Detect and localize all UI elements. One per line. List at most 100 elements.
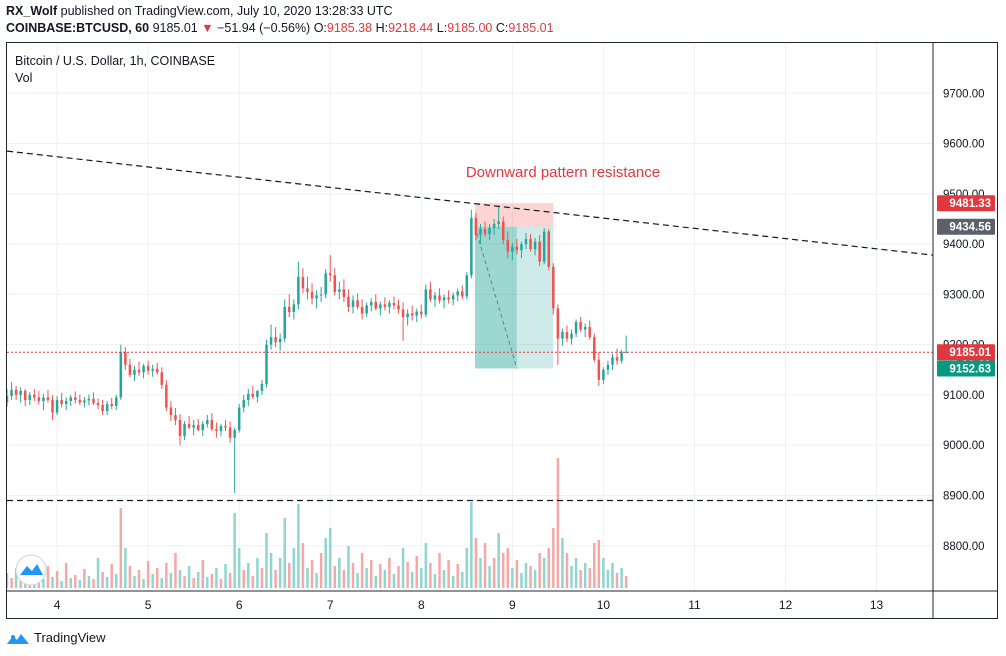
candle-body — [288, 306, 291, 312]
volume-bar — [615, 573, 619, 588]
candle-body — [406, 313, 409, 317]
candle-body — [620, 352, 623, 361]
candle-body — [178, 420, 182, 437]
volume-bar — [201, 560, 205, 588]
candle-body — [87, 398, 91, 401]
candle-body — [433, 295, 437, 300]
candle-body — [51, 399, 54, 413]
y-tick-label: 9700.00 — [943, 88, 985, 100]
volume-bar — [228, 573, 232, 588]
candle-body — [256, 390, 259, 397]
volume-bar — [55, 571, 59, 588]
x-tick-label: 11 — [688, 598, 701, 612]
volume-bar — [392, 574, 396, 588]
candle-body — [556, 308, 560, 339]
volume-bar — [274, 570, 277, 588]
tradingview-brand[interactable]: TradingView — [34, 630, 106, 645]
volume-bar — [315, 573, 318, 588]
candle-body — [511, 246, 514, 252]
volume-bar — [219, 579, 223, 588]
candle-body — [297, 276, 300, 305]
volume-bar — [256, 558, 259, 588]
candle-body — [597, 359, 601, 380]
volume-bar — [474, 538, 478, 588]
candle-body — [570, 333, 573, 339]
last-price: 9185.01 — [152, 21, 198, 35]
volume-bar — [447, 560, 450, 588]
low-label: L: — [436, 21, 448, 35]
volume-bar — [342, 570, 346, 588]
candle-body — [424, 289, 428, 315]
volume-bar — [151, 574, 154, 588]
y-tick-label: 9100.00 — [943, 390, 985, 402]
candle-body — [46, 397, 50, 400]
candle-body — [83, 400, 86, 403]
down-arrow-icon: ▼ — [201, 21, 214, 35]
volume-bar — [520, 573, 523, 588]
volume-bar — [101, 572, 104, 588]
x-tick-label: 13 — [870, 598, 884, 612]
candle-body — [442, 297, 446, 301]
candle-body — [542, 231, 546, 262]
volume-bar — [442, 570, 446, 588]
chart-frame[interactable]: Downward pattern resistance Bitcoin / U.S… — [6, 42, 998, 619]
volume-bar — [483, 543, 487, 588]
candle-body — [579, 322, 582, 330]
volume-bar — [155, 568, 159, 588]
candle-body — [470, 217, 473, 276]
volume-bar — [602, 558, 605, 588]
volume-bar — [360, 553, 364, 588]
volume-bar — [406, 562, 409, 588]
symbol-label: COINBASE:BTCUSD, 60 — [6, 21, 150, 35]
candle-body — [374, 301, 378, 309]
volume-bar — [438, 553, 441, 588]
chart-logo-mark — [20, 564, 43, 575]
candle-body — [187, 424, 191, 428]
candle-body — [415, 311, 418, 316]
x-tick-label: 5 — [145, 598, 152, 612]
volume-bar — [124, 548, 127, 588]
price-chart[interactable]: Downward pattern resistance Bitcoin / U.S… — [7, 43, 997, 618]
candle-body — [479, 229, 482, 236]
candle-body — [438, 295, 441, 301]
high-value: 9218.44 — [388, 21, 434, 35]
volume-bar — [10, 578, 13, 588]
volume-bar — [401, 548, 405, 588]
publisher-name[interactable]: RX_Wolf — [6, 4, 58, 18]
tradingview-logo-icon[interactable] — [6, 630, 30, 646]
candle-body — [397, 305, 400, 310]
candle-body — [23, 390, 27, 400]
candle-body — [233, 430, 236, 438]
candle-body — [333, 275, 337, 292]
x-tick-label: 9 — [509, 598, 516, 612]
candle-body — [33, 394, 36, 398]
candle-body — [351, 300, 355, 307]
candle-body — [342, 289, 346, 297]
candle-body — [14, 389, 18, 395]
volume-bar — [538, 553, 541, 588]
volume-bar — [288, 563, 291, 588]
candle-body — [192, 425, 195, 428]
candle-body — [356, 300, 359, 307]
y-tick-label: 8800.00 — [943, 541, 985, 553]
volume-bar — [456, 564, 459, 588]
candle-body — [247, 393, 250, 400]
volume-bar — [237, 548, 241, 588]
candle-body — [160, 372, 164, 385]
candle-body — [142, 365, 145, 373]
candle-body — [124, 352, 127, 365]
volume-bar — [365, 568, 368, 588]
price-axis-badge-label: 9152.63 — [949, 363, 991, 375]
candle-body — [483, 229, 487, 235]
candle-body — [383, 304, 387, 307]
candle-body — [92, 398, 95, 403]
volume-bar — [542, 558, 546, 588]
candle-body — [606, 364, 610, 370]
candle-body — [78, 399, 82, 403]
low-value: 9185.00 — [447, 21, 493, 35]
volume-bar — [501, 553, 505, 588]
candle-body — [101, 404, 104, 412]
open-label: O: — [313, 21, 327, 35]
volume-bar — [301, 543, 305, 588]
price-axis-badge-label: 9434.56 — [949, 222, 991, 234]
